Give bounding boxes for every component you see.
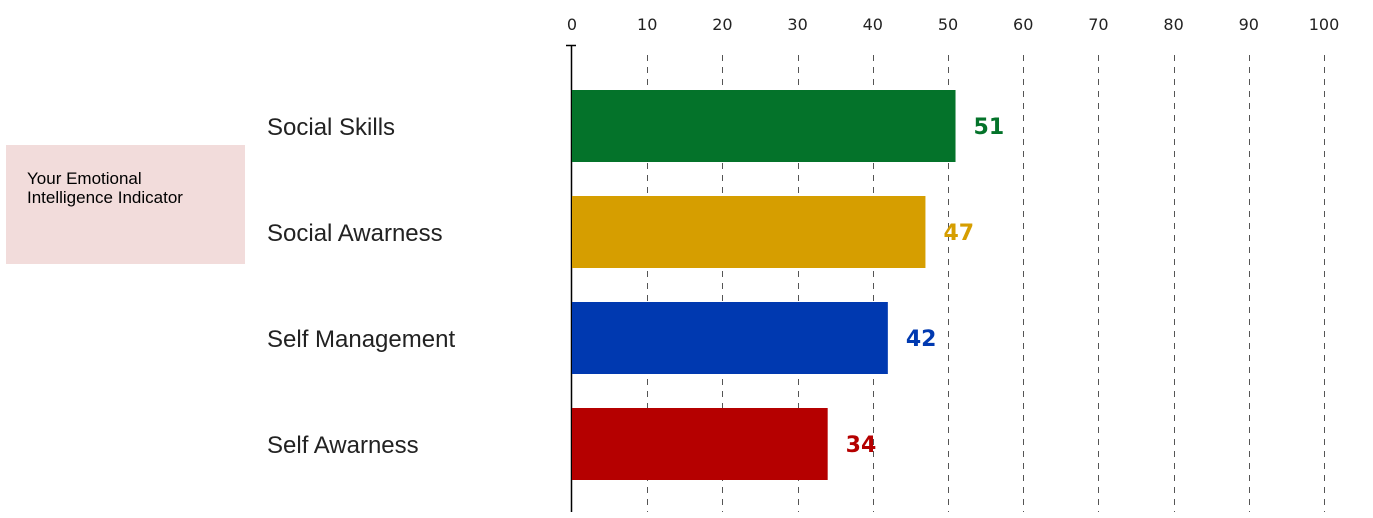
category-label-self-awarness: Self Awarness xyxy=(267,432,419,459)
tick-label-20: 20 xyxy=(712,15,732,34)
tick-label-50: 50 xyxy=(938,15,958,34)
tick-labels: 0 10 20 30 40 50 60 70 80 90 100 xyxy=(567,15,1339,34)
value-label-self-awarness: 34 xyxy=(846,433,877,458)
tick-label-0: 0 xyxy=(567,15,577,34)
bar-social-skills xyxy=(572,90,956,162)
tick-label-90: 90 xyxy=(1239,15,1259,34)
chart-title-box: Your Emotional Intelligence Indicator xyxy=(6,145,245,264)
category-labels: Social Skills Social Awarness Self Managem… xyxy=(267,114,455,459)
bar-self-awarness xyxy=(572,408,828,480)
bars xyxy=(572,90,956,480)
bar-social-awarness xyxy=(572,196,926,268)
tick-label-100: 100 xyxy=(1309,15,1340,34)
value-label-social-awarness: 47 xyxy=(943,221,974,246)
tick-label-10: 10 xyxy=(637,15,657,34)
category-label-social-awarness: Social Awarness xyxy=(267,220,443,247)
tick-label-60: 60 xyxy=(1013,15,1033,34)
tick-label-70: 70 xyxy=(1088,15,1108,34)
chart-title: Your Emotional Intelligence Indicator xyxy=(27,169,183,207)
value-label-self-management: 42 xyxy=(906,327,937,352)
value-labels: 51 47 42 34 xyxy=(846,115,1004,458)
tick-label-40: 40 xyxy=(863,15,883,34)
category-label-self-management: Self Management xyxy=(267,326,455,353)
tick-label-80: 80 xyxy=(1163,15,1183,34)
tick-label-30: 30 xyxy=(787,15,807,34)
axes xyxy=(566,44,576,512)
category-label-social-skills: Social Skills xyxy=(267,114,395,141)
value-label-social-skills: 51 xyxy=(974,115,1005,140)
bar-self-management xyxy=(572,302,888,374)
